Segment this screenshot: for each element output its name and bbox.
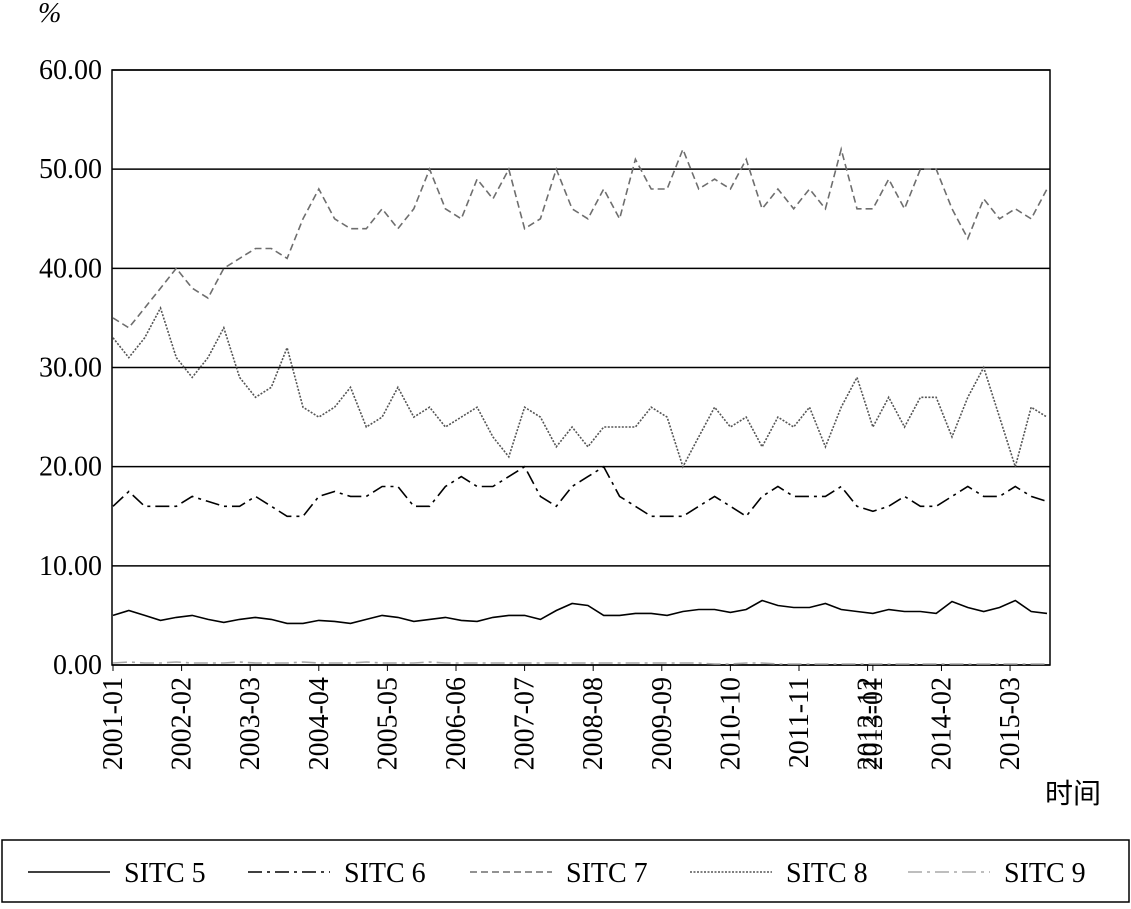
series-line	[112, 146, 1048, 329]
y-tick-label: 20.00	[39, 452, 102, 483]
series-line	[112, 305, 1048, 470]
x-tick-label: 2009-09	[647, 677, 678, 770]
y-axis-label: %	[38, 0, 61, 29]
y-tick-label: 10.00	[39, 551, 102, 582]
x-tick-label: 2011-11	[784, 677, 815, 768]
x-tick-label: 2005-05	[372, 677, 403, 770]
x-tick-label: 2004-04	[304, 677, 335, 770]
y-tick-label: 30.00	[39, 353, 102, 384]
y-tick-label: 50.00	[39, 154, 102, 185]
x-tick-label: 2001-01	[98, 677, 129, 770]
x-tick-label: 2008-08	[578, 677, 609, 770]
legend-label: SITC 5	[124, 858, 206, 889]
legend-label: SITC 6	[344, 858, 426, 889]
x-tick-label: 2015-03	[995, 677, 1026, 770]
legend-label: SITC 7	[566, 858, 648, 889]
series-line	[112, 465, 1048, 518]
x-axis-label: 时间	[1045, 778, 1101, 810]
y-tick-label: 60.00	[39, 55, 102, 86]
x-tick-label: 2002-02	[167, 677, 198, 770]
x-tick-label: 2006-06	[441, 677, 472, 770]
x-tick-label: 2013-01	[858, 677, 889, 770]
legend-label: SITC 9	[1004, 858, 1086, 889]
x-tick-label: 2014-02	[926, 677, 957, 770]
series-line	[112, 599, 1048, 625]
plot-frame	[111, 69, 1051, 666]
y-tick-label: 40.00	[39, 253, 102, 284]
legend-box	[1, 839, 1130, 903]
x-tick-label: 2012-12	[853, 677, 884, 770]
x-tick-label: 2003-03	[235, 677, 266, 770]
legend-label: SITC 8	[786, 858, 868, 889]
x-tick-label: 2007-07	[510, 677, 541, 770]
series-line	[112, 661, 1047, 665]
x-tick-label: 2010-10	[715, 677, 746, 770]
y-tick-label: 0.00	[53, 650, 102, 681]
